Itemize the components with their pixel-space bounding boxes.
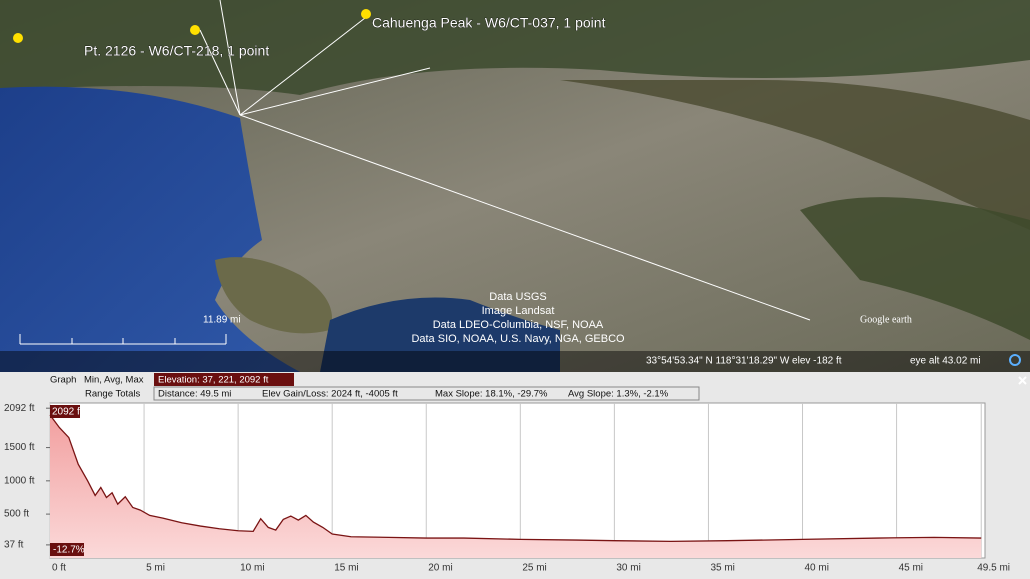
attribution: Data SIO, NOAA, U.S. Navy, NGA, GEBCO: [411, 333, 625, 345]
x-tick-label: 49.5 mi: [977, 563, 1010, 574]
mountains: [0, 0, 1030, 95]
stats-label: Min, Avg, Max: [84, 375, 144, 386]
avg-slope[interactable]: Avg Slope: 1.3%, -2.1%: [568, 389, 669, 400]
y-tick-label: 2092 ft: [4, 403, 35, 414]
x-tick-label: 5 mi: [146, 563, 165, 574]
x-tick-label: 30 mi: [616, 563, 640, 574]
max-slope[interactable]: Max Slope: 18.1%, -29.7%: [435, 389, 548, 400]
status-bar: [0, 351, 1030, 372]
scale-label: 11.89 mi: [203, 315, 241, 326]
x-tick-label: 15 mi: [334, 563, 358, 574]
attribution: Image Landsat: [482, 305, 555, 317]
y-tick-label: 1000 ft: [4, 475, 35, 486]
y-tick-label: 500 ft: [4, 509, 29, 520]
scale-bar: [19, 334, 227, 345]
placemark-label[interactable]: Cahuenga Peak - W6/CT-037, 1 point: [372, 14, 606, 31]
gain-loss[interactable]: Elev Gain/Loss: 2024 ft, -4005 ft: [262, 389, 398, 400]
coordinates: 33°54'53.34" N 118°31'18.29" W elev -182…: [646, 356, 842, 367]
peninsula: [215, 257, 332, 334]
elevation-stats[interactable]: Elevation: 37, 221, 2092 ft: [158, 375, 269, 386]
map-view[interactable]: Cahuenga Peak - W6/CT-037, 1 point Pt. 2…: [0, 0, 1030, 372]
range-fields: [153, 386, 700, 401]
profile-line: [49, 414, 982, 543]
x-tick-label: 35 mi: [710, 563, 734, 574]
slope-tag: [50, 543, 84, 556]
eye-altitude: eye alt 43.02 mi: [910, 356, 981, 367]
x-tick-label: 0 ft: [52, 563, 66, 574]
x-tick-label: 25 mi: [522, 563, 546, 574]
status-icon: [1009, 354, 1021, 366]
max-label: 2092 ft: [52, 407, 83, 418]
hills: [560, 80, 1030, 230]
harbor: [320, 297, 560, 372]
graph-label: Graph: [50, 375, 76, 386]
x-tick-label: 20 mi: [428, 563, 452, 574]
attribution: Data USGS: [489, 291, 546, 303]
path-lines: [199, 0, 811, 321]
y-tick-label: 37 ft: [4, 540, 24, 551]
selected-field[interactable]: [154, 373, 294, 386]
hills: [800, 197, 1030, 340]
x-tick-label: 10 mi: [240, 563, 264, 574]
ocean: [0, 86, 300, 372]
logo: Google earth: [860, 314, 912, 325]
x-tick-label: 45 mi: [899, 563, 923, 574]
max-tag: [50, 405, 80, 418]
attribution: Data LDEO-Columbia, NSF, NOAA: [433, 319, 604, 331]
placemark-label[interactable]: Pt. 2126 - W6/CT-218, 1 point: [84, 42, 270, 59]
pins: [13, 9, 371, 43]
x-tick-label: 40 mi: [805, 563, 829, 574]
close-button[interactable]: [1018, 376, 1027, 385]
area-fill: [50, 414, 982, 558]
range-label: Range Totals: [85, 389, 141, 400]
distance[interactable]: Distance: 49.5 mi: [158, 389, 231, 400]
slope-label: -12.7%: [53, 545, 85, 556]
y-tick-label: 1500 ft: [4, 442, 35, 453]
elevation-chart: 0 ft 5 mi 10 mi 15 mi 20 mi 25 mi 30 mi 35 mi 40…: [4, 403, 1010, 574]
